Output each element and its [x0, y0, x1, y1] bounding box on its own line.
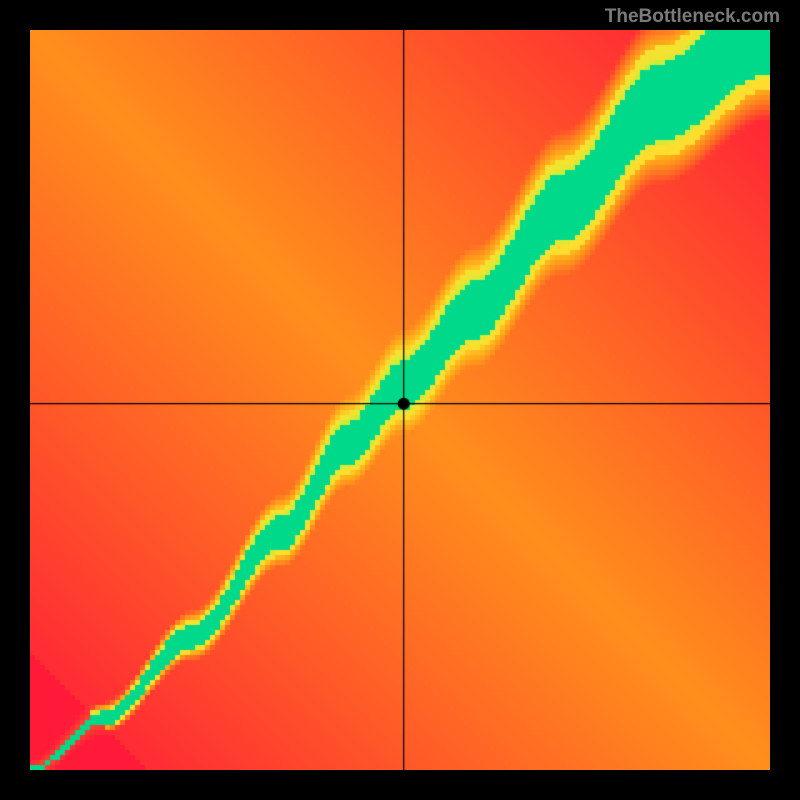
chart-container: TheBottleneck.com: [0, 0, 800, 800]
heatmap-canvas: [30, 30, 770, 770]
heatmap-plot: [30, 30, 770, 770]
watermark-text: TheBottleneck.com: [605, 6, 780, 28]
